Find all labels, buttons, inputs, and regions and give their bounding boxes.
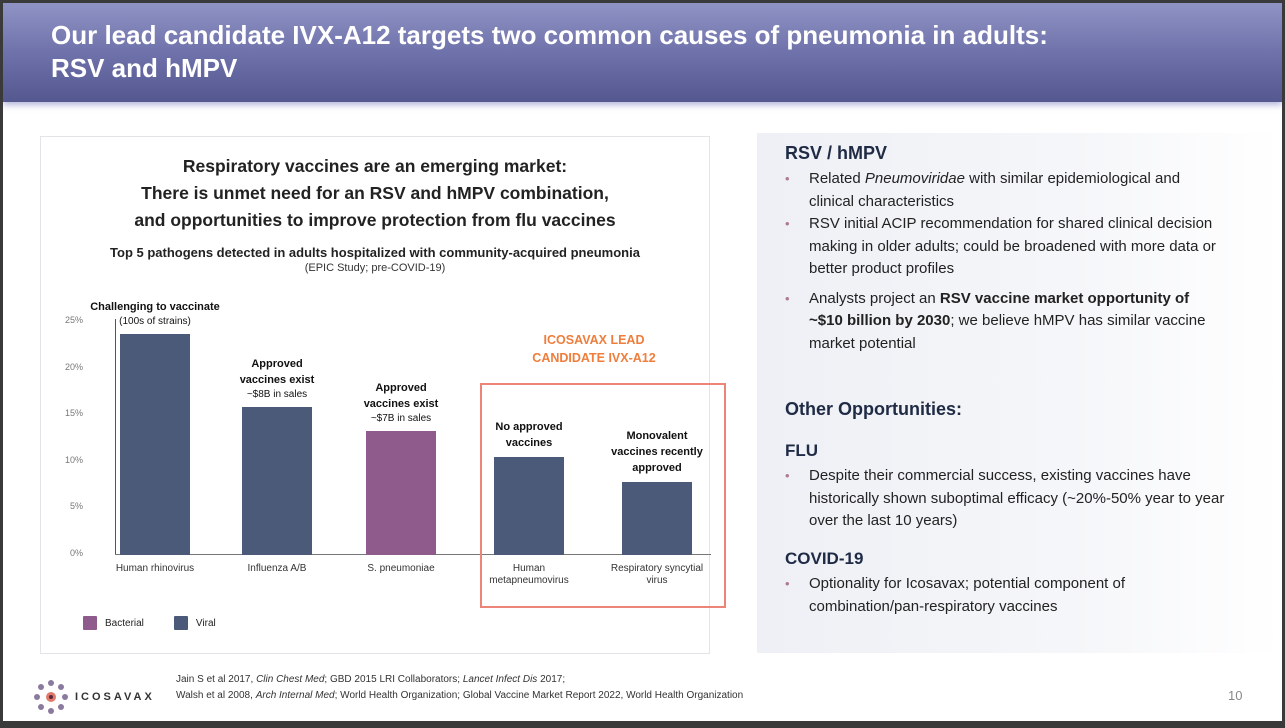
text: Analysts project an — [809, 289, 940, 307]
bar-annotation: No approved vaccines — [495, 421, 563, 450]
rsv-bullet-list: Related Pneumoviridae with similar epide… — [785, 168, 1225, 355]
page-number: 10 — [1228, 688, 1243, 703]
text: with similar epidemiological and clinica… — [809, 170, 1181, 210]
reference-text: ; GBD 2015 LRI Collaborators; — [324, 674, 463, 685]
bar-annotation: Challenging to vaccinate (100s of strains… — [90, 301, 220, 328]
flu-bullet-1: Despite their commercial success, existi… — [785, 465, 1225, 533]
lead-label-line2: CANDIDATE IVX-A12 — [532, 351, 656, 365]
rsv-bullet-1: Related Pneumoviridae with similar epide… — [785, 168, 1225, 213]
x-tick-label: Human metapneumovirus — [489, 563, 569, 586]
bar-annotation: Monovalent vaccines recently approved — [611, 430, 703, 475]
covid-bullet-list: Optionality for Icosavax; potential comp… — [785, 573, 1225, 618]
bar-influenza-a-b — [242, 406, 312, 555]
slide-title: Our lead candidate IVX-A12 targets two c… — [51, 19, 1231, 85]
legend-label: Viral — [195, 617, 216, 629]
legend-label: Bacterial — [105, 617, 144, 629]
reference-text: Jain S et al 2017, — [176, 674, 257, 685]
rsv-hmpv-heading: RSV / hMPV — [785, 143, 888, 163]
y-tick-label: 20% — [64, 361, 83, 372]
footer-references: Jain S et al 2017, Clin Chest Med; GBD 2… — [176, 672, 743, 704]
lead-label-line1: ICOSAVAX LEAD — [543, 333, 645, 347]
icosavax-logo-icon — [34, 680, 68, 714]
rsv-bullet-3: Analysts project an RSV vaccine market o… — [785, 288, 1225, 356]
flu-heading: FLU — [785, 441, 819, 460]
reference-line-1: Jain S et al 2017, Clin Chest Med; GBD 2… — [176, 672, 743, 688]
lead-candidate-highlight-box — [480, 383, 726, 608]
x-tick-label: Respiratory syncytial virus — [610, 563, 704, 586]
covid-bullet-1: Optionality for Icosavax; potential comp… — [785, 573, 1225, 618]
x-tick-label: S. pneumoniae — [367, 563, 435, 574]
rsv-bullet-2: RSV initial ACIP recommendation for shar… — [785, 213, 1225, 281]
y-tick-label: 15% — [64, 408, 83, 419]
y-tick-label: 0% — [69, 548, 83, 558]
text: Related — [809, 170, 865, 187]
slide-title-line1: Our lead candidate IVX-A12 targets two c… — [51, 20, 1048, 50]
text-italic: Pneumoviridae — [864, 170, 965, 187]
logo-text: ICOSAVAX — [75, 691, 155, 703]
bar-chart-plot: 0% 5% 10% 15% 20% 25% Human rhinovirus Challeng… — [41, 137, 711, 653]
reference-line-2: Walsh et al 2008, Arch Internal Med; Wor… — [176, 688, 743, 704]
bar-human-rhinovirus — [120, 334, 190, 555]
reference-text: Lancet Infect Dis — [462, 674, 538, 685]
slide-title-line2: RSV and hMPV — [51, 53, 238, 83]
other-opportunities-heading: Other Opportunities: — [785, 399, 962, 419]
bar-annotation: Approved vaccines exist ~$7B in sales — [363, 382, 439, 425]
y-tick-label: 25% — [64, 315, 83, 325]
right-panel: RSV / hMPV Related Pneumoviridae with si… — [757, 133, 1282, 653]
flu-bullet-list: Despite their commercial success, existi… — [785, 465, 1225, 533]
chart-headline: Respiratory vaccines are an emerging mar… — [41, 153, 709, 234]
reference-text: Clin Chest Med — [256, 674, 325, 685]
text: ; we believe hMPV has similar vaccine ma… — [809, 312, 1206, 352]
reference-text: Walsh et al 2008, — [176, 690, 256, 701]
reference-text: Arch Internal Med — [255, 690, 335, 701]
reference-text: 2017; — [537, 674, 566, 685]
chart-legend: Bacterial Viral — [83, 616, 246, 630]
slide: Our lead candidate IVX-A12 targets two c… — [3, 3, 1282, 721]
y-tick-label: 5% — [69, 501, 83, 512]
bar-s-pneumoniae — [366, 431, 436, 555]
covid-heading: COVID-19 — [785, 549, 864, 568]
chart-title: Top 5 pathogens detected in adults hospi… — [110, 245, 640, 260]
legend-item-bacterial: Bacterial — [83, 616, 144, 630]
reference-text: ; World Health Organization; Global Vacc… — [334, 690, 744, 701]
legend-item-viral: Viral — [173, 616, 216, 630]
company-logo: ICOSAVAX — [33, 679, 155, 715]
bar-human-metapneumovirus — [494, 457, 564, 555]
x-tick-label: Human rhinovirus — [115, 563, 195, 574]
title-bar: Our lead candidate IVX-A12 targets two c… — [3, 3, 1282, 102]
legend-swatch-viral — [173, 616, 188, 630]
bar-respiratory-syncytial-virus — [622, 482, 692, 555]
bar-annotation: Approved vaccines exist ~$8B in sales — [239, 357, 315, 400]
chart-card: Respiratory vaccines are an emerging mar… — [40, 136, 726, 654]
chart-headline-line3: and opportunities to improve protection … — [134, 210, 616, 230]
lead-candidate-label: ICOSAVAX LEAD CANDIDATE IVX-A12 — [504, 331, 684, 367]
legend-swatch-bacterial — [83, 616, 97, 630]
y-axis — [115, 319, 116, 555]
chart-headline-line1: Respiratory vaccines are an emerging mar… — [182, 156, 568, 176]
chart-subtitle: (EPIC Study; pre-COVID-19) — [304, 262, 446, 274]
y-tick-label: 10% — [64, 454, 83, 465]
x-tick-label: Influenza A/B — [247, 563, 307, 574]
chart-headline-line2: There is unmet need for an RSV and hMPV … — [141, 183, 609, 203]
text-bold: RSV vaccine market opportunity of ~$10 b… — [809, 289, 1190, 330]
